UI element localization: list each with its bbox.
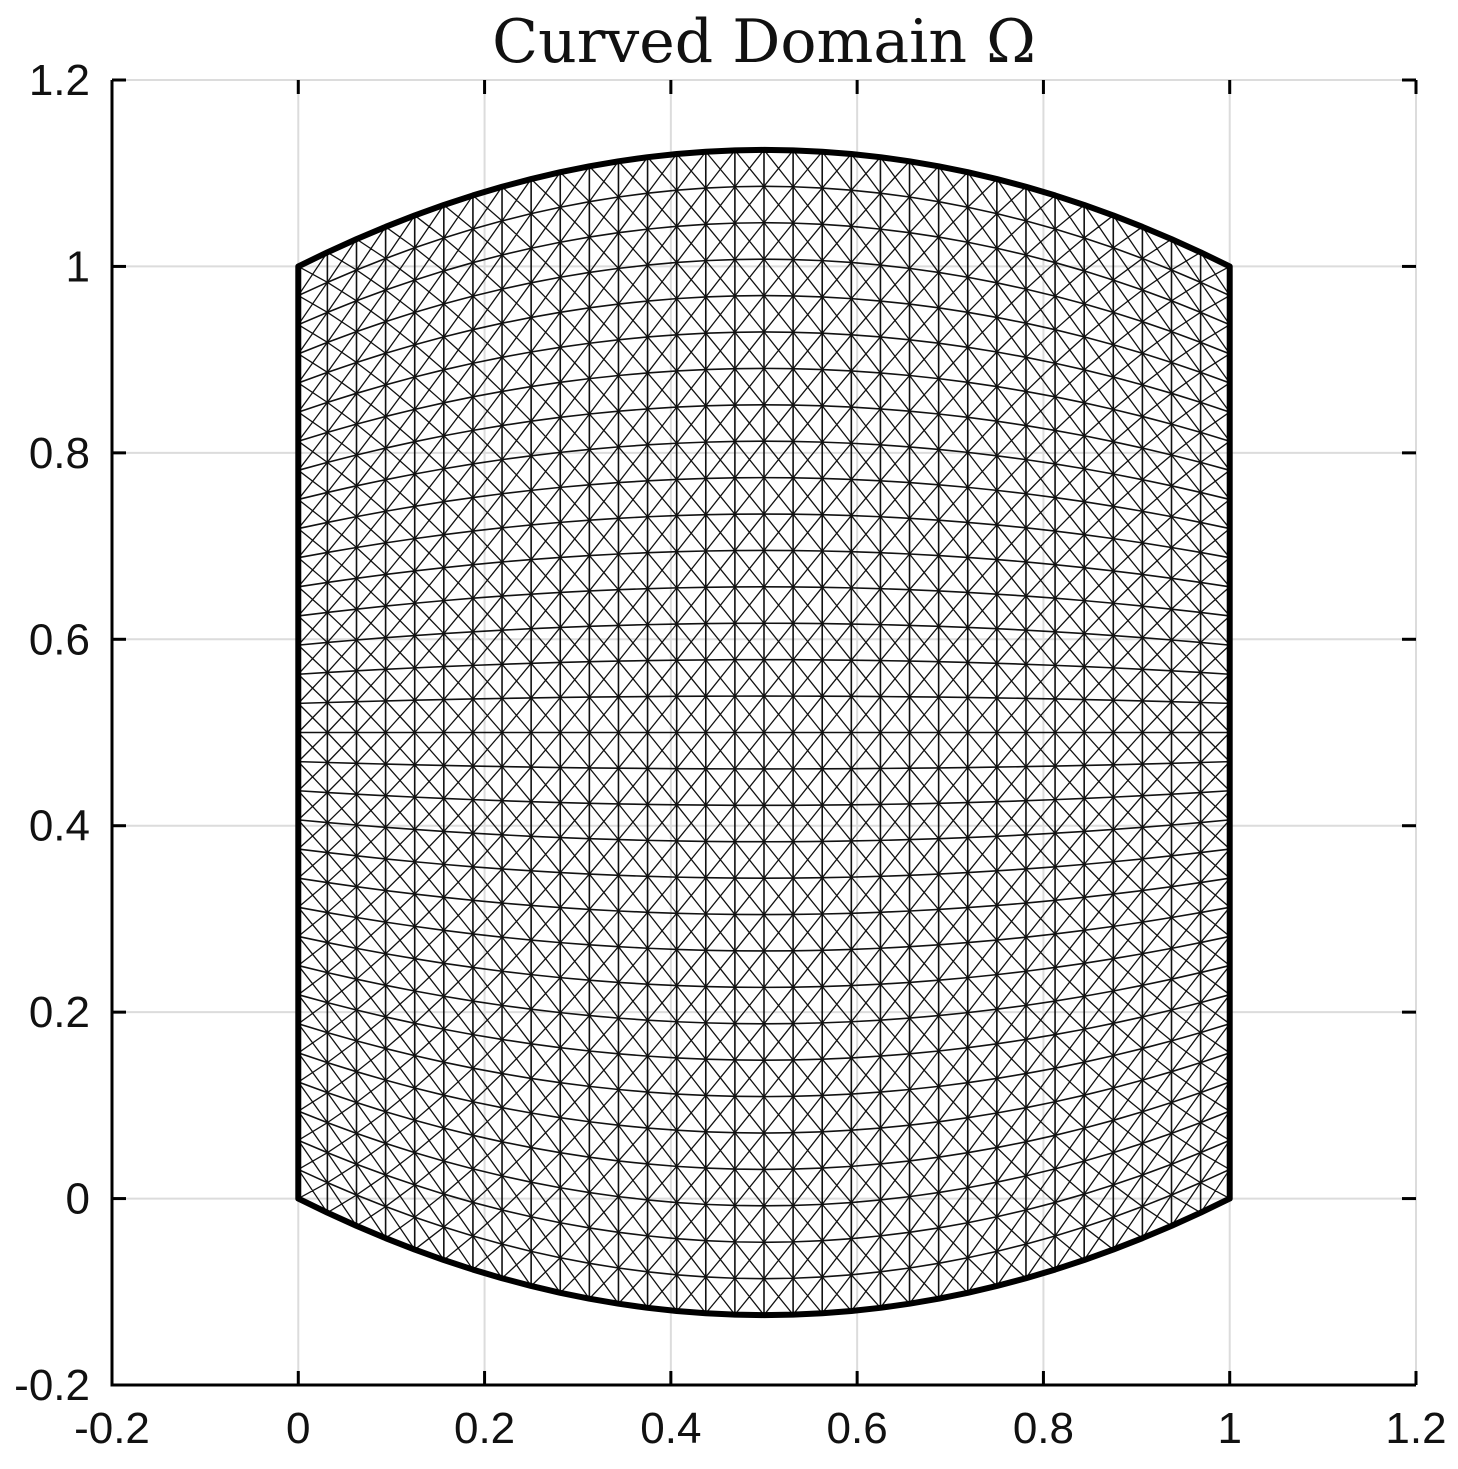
y-tick-label: 1 — [66, 242, 90, 291]
mesh-diagonals — [559, 165, 590, 1300]
mesh-diagonals — [967, 171, 998, 1294]
y-tick-label: -0.2 — [14, 1361, 90, 1410]
mesh-diagonals — [1112, 215, 1143, 1250]
x-tick-label: 0.6 — [827, 1404, 888, 1453]
mesh-diagonals — [1200, 251, 1231, 1214]
mesh-diagonals — [850, 153, 881, 1312]
domain-outline — [295, 146, 1233, 1319]
x-tick-label: 0 — [286, 1404, 310, 1453]
mesh-diagonals — [705, 149, 736, 1316]
mesh-diagonals — [385, 215, 416, 1250]
mesh-diagonals — [909, 160, 940, 1305]
mesh-diagonals — [297, 251, 328, 1214]
mesh-diagonals — [1054, 195, 1085, 1270]
mesh-diagonals — [734, 149, 765, 1316]
mesh-diagonals — [1170, 238, 1202, 1227]
mesh-diagonals — [938, 165, 969, 1300]
mesh-diagonals — [617, 156, 649, 1309]
x-tick-label: 1.2 — [1385, 1404, 1446, 1453]
y-tick-label: 0.6 — [29, 615, 90, 664]
x-tick-label: 0.2 — [454, 1404, 515, 1453]
mesh-diagonals — [647, 153, 678, 1312]
y-tick-label: 0.2 — [29, 988, 90, 1037]
x-axis-ticks: -0.2 0 0.2 0.4 0.6 0.8 1 1.2 — [74, 80, 1447, 1453]
x-tick-label: 1 — [1217, 1404, 1241, 1453]
mesh-diagonals — [588, 160, 619, 1305]
x-tick-label: -0.2 — [74, 1404, 150, 1453]
mesh-diagonals — [472, 186, 503, 1279]
y-tick-label: 1.2 — [29, 56, 90, 105]
x-tick-label: 0.8 — [1013, 1404, 1074, 1453]
y-axis-ticks: -0.2 0 0.2 0.4 0.6 0.8 1 1.2 — [14, 56, 1416, 1410]
mesh-diagonals — [763, 149, 794, 1316]
mesh-diagonals — [530, 171, 561, 1294]
mesh-diagonals — [501, 178, 532, 1287]
mesh-diagonals — [879, 156, 911, 1309]
mesh-diagonals — [1083, 204, 1114, 1261]
mesh-diagonals — [1025, 186, 1056, 1279]
mesh-diagonals — [676, 151, 707, 1314]
mesh-diagonals — [355, 226, 387, 1239]
mesh-diagonals — [996, 178, 1027, 1287]
mesh-diagonals — [792, 149, 823, 1316]
y-tick-label: 0.8 — [29, 429, 90, 478]
mesh — [297, 149, 1231, 1316]
domain-boundary — [295, 146, 1233, 1319]
mesh-diagonals — [326, 238, 358, 1227]
mesh-diagonals — [1141, 226, 1173, 1239]
y-tick-label: 0.4 — [29, 802, 90, 851]
x-tick-label: 0.4 — [640, 1404, 701, 1453]
mesh-diagonals — [821, 151, 852, 1314]
mesh-diagonals — [443, 195, 474, 1270]
mesh-diagonals — [414, 204, 445, 1261]
chart-title: Curved Domain Ω — [492, 7, 1036, 77]
y-tick-label: 0 — [66, 1175, 90, 1224]
